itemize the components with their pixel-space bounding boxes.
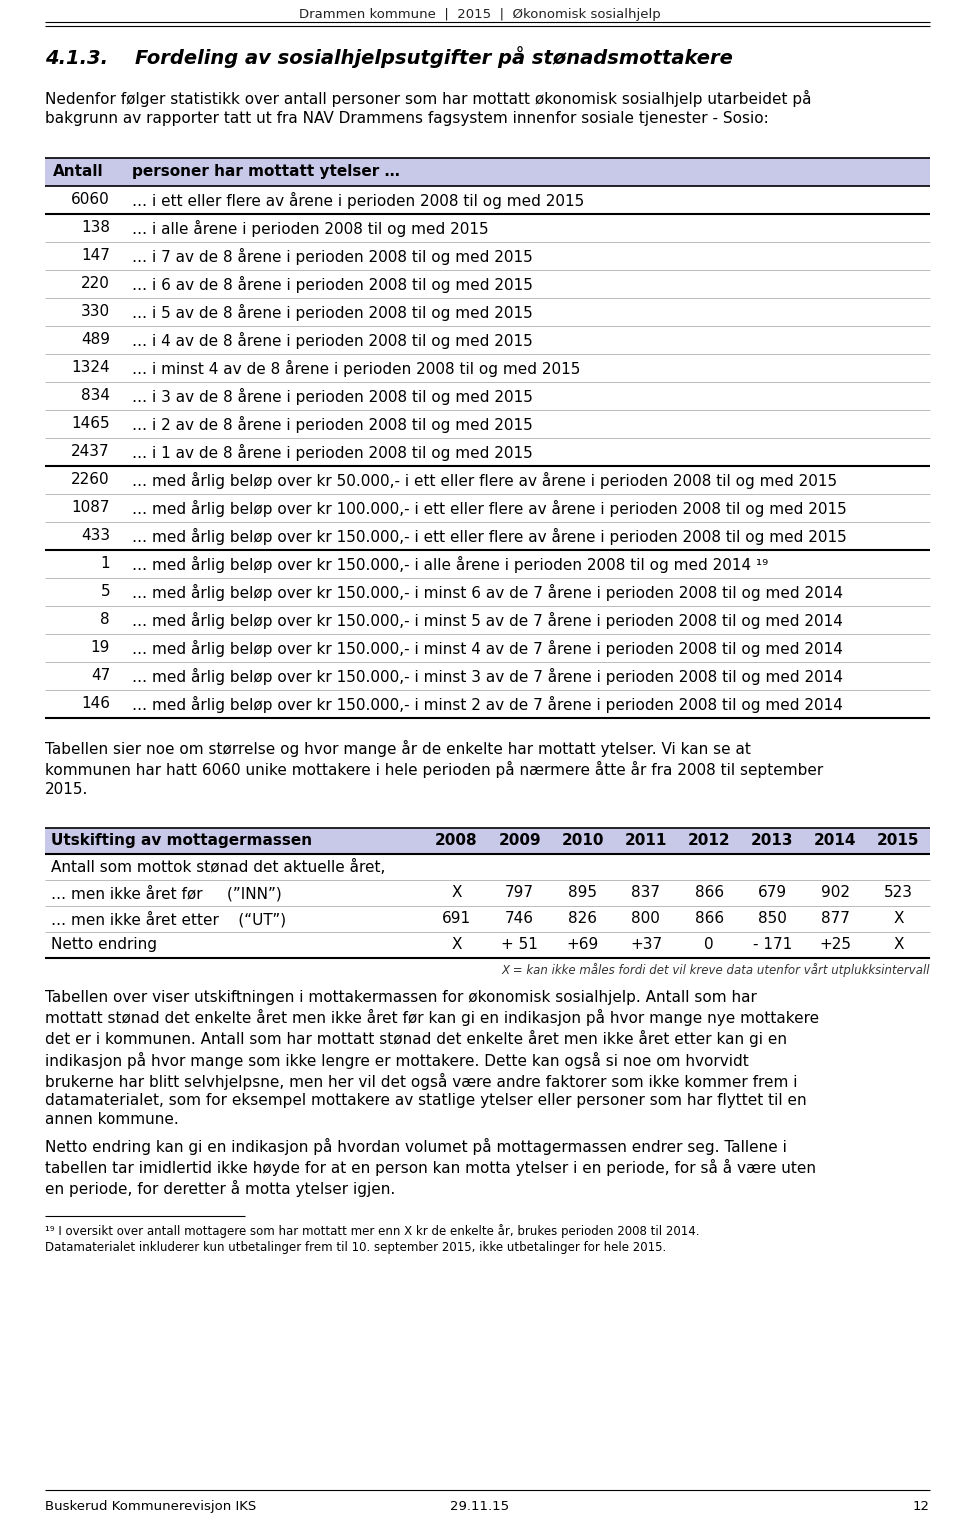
Text: … med årlig beløp over kr 150.000,- i minst 6 av de 7 årene i perioden 2008 til : … med årlig beløp over kr 150.000,- i mi… <box>132 584 843 600</box>
Text: personer har mottatt ytelser …: personer har mottatt ytelser … <box>132 164 400 179</box>
Text: … men ikke året etter    (“UT”): … men ikke året etter (“UT”) <box>51 910 286 927</box>
Text: … i 1 av de 8 årene i perioden 2008 til og med 2015: … i 1 av de 8 årene i perioden 2008 til … <box>132 444 533 461</box>
Text: X: X <box>451 885 462 900</box>
Text: … i minst 4 av de 8 årene i perioden 2008 til og med 2015: … i minst 4 av de 8 årene i perioden 200… <box>132 360 581 377</box>
Text: 8: 8 <box>101 613 110 626</box>
Text: 2437: 2437 <box>71 444 110 459</box>
Text: … i 4 av de 8 årene i perioden 2008 til og med 2015: … i 4 av de 8 årene i perioden 2008 til … <box>132 331 533 350</box>
Text: 6060: 6060 <box>71 192 110 207</box>
Text: … i 2 av de 8 årene i perioden 2008 til og med 2015: … i 2 av de 8 årene i perioden 2008 til … <box>132 416 533 433</box>
Text: … med årlig beløp over kr 50.000,- i ett eller flere av årene i perioden 2008 ti: … med årlig beløp over kr 50.000,- i ett… <box>132 473 837 489</box>
Text: … med årlig beløp over kr 150.000,- i alle årene i perioden 2008 til og med 2014: … med årlig beløp over kr 150.000,- i al… <box>132 556 768 573</box>
Text: 850: 850 <box>757 910 786 926</box>
Text: X: X <box>893 936 903 952</box>
Text: 146: 146 <box>81 696 110 711</box>
Text: 1324: 1324 <box>71 360 110 375</box>
Text: 4.1.3.    Fordeling av sosialhjelpsutgifter på stønadsmottakere: 4.1.3. Fordeling av sosialhjelpsutgifter… <box>45 46 732 68</box>
Text: 834: 834 <box>81 388 110 403</box>
Text: … i 7 av de 8 årene i perioden 2008 til og med 2015: … i 7 av de 8 årene i perioden 2008 til … <box>132 248 533 264</box>
Text: 2009: 2009 <box>498 833 541 848</box>
Text: 2012: 2012 <box>687 833 731 848</box>
Text: 877: 877 <box>821 910 850 926</box>
Text: 895: 895 <box>568 885 597 900</box>
Text: 826: 826 <box>568 910 597 926</box>
Text: 902: 902 <box>821 885 850 900</box>
Text: 2008: 2008 <box>435 833 478 848</box>
Text: 691: 691 <box>442 910 471 926</box>
Text: 2011: 2011 <box>625 833 667 848</box>
Text: … i 6 av de 8 årene i perioden 2008 til og med 2015: … i 6 av de 8 årene i perioden 2008 til … <box>132 277 533 293</box>
Text: 679: 679 <box>757 885 787 900</box>
Text: 433: 433 <box>81 527 110 543</box>
Text: Antall: Antall <box>53 164 104 179</box>
Bar <box>45 158 930 185</box>
Text: 2010: 2010 <box>562 833 604 848</box>
Text: … med årlig beløp over kr 150.000,- i minst 3 av de 7 årene i perioden 2008 til : … med årlig beløp over kr 150.000,- i mi… <box>132 667 843 686</box>
Text: 746: 746 <box>505 910 534 926</box>
Text: … med årlig beløp over kr 150.000,- i minst 4 av de 7 årene i perioden 2008 til : … med årlig beløp over kr 150.000,- i mi… <box>132 640 843 657</box>
Text: 5: 5 <box>101 584 110 599</box>
Text: … i 5 av de 8 årene i perioden 2008 til og med 2015: … i 5 av de 8 årene i perioden 2008 til … <box>132 304 533 321</box>
Text: 797: 797 <box>505 885 534 900</box>
Text: 1465: 1465 <box>71 416 110 432</box>
Text: Tabellen over viser utskiftningen i mottakermassen for økonomisk sosialhjelp. An: Tabellen over viser utskiftningen i mott… <box>45 990 819 1128</box>
Text: … i ett eller flere av årene i perioden 2008 til og med 2015: … i ett eller flere av årene i perioden … <box>132 192 585 210</box>
Text: … i 3 av de 8 årene i perioden 2008 til og med 2015: … i 3 av de 8 årene i perioden 2008 til … <box>132 388 533 404</box>
Text: + 51: + 51 <box>501 936 539 952</box>
Text: … men ikke året før     (”INN”): … men ikke året før (”INN”) <box>51 885 281 901</box>
Text: 837: 837 <box>632 885 660 900</box>
Text: … med årlig beløp over kr 100.000,- i ett eller flere av årene i perioden 2008 t: … med årlig beløp over kr 100.000,- i et… <box>132 500 847 517</box>
Text: 1087: 1087 <box>71 500 110 515</box>
Text: Netto endring kan gi en indikasjon på hvordan volumet på mottagermassen endrer s: Netto endring kan gi en indikasjon på hv… <box>45 1138 816 1198</box>
Text: +37: +37 <box>630 936 662 952</box>
Text: 147: 147 <box>82 248 110 263</box>
Text: 866: 866 <box>694 910 724 926</box>
Text: Antall som mottok stønad det aktuelle året,: Antall som mottok stønad det aktuelle år… <box>51 859 385 876</box>
Text: … med årlig beløp over kr 150.000,- i minst 2 av de 7 årene i perioden 2008 til : … med årlig beløp over kr 150.000,- i mi… <box>132 696 843 713</box>
Text: Drammen kommune  |  2015  |  Økonomisk sosialhjelp: Drammen kommune | 2015 | Økonomisk sosia… <box>300 8 660 21</box>
Text: … i alle årene i perioden 2008 til og med 2015: … i alle årene i perioden 2008 til og me… <box>132 220 489 237</box>
Text: Nedenfor følger statistikk over antall personer som har mottatt økonomisk sosial: Nedenfor følger statistikk over antall p… <box>45 90 811 126</box>
Text: 523: 523 <box>884 885 913 900</box>
Text: Netto endring: Netto endring <box>51 936 157 952</box>
Text: Utskifting av mottagermassen: Utskifting av mottagermassen <box>51 833 312 848</box>
Text: 0: 0 <box>705 936 714 952</box>
Text: 2014: 2014 <box>814 833 856 848</box>
Text: 489: 489 <box>81 331 110 347</box>
Text: 220: 220 <box>82 277 110 290</box>
Text: 866: 866 <box>694 885 724 900</box>
Text: 2260: 2260 <box>71 473 110 486</box>
Text: … med årlig beløp over kr 150.000,- i ett eller flere av årene i perioden 2008 t: … med årlig beløp over kr 150.000,- i et… <box>132 527 847 546</box>
Text: 2013: 2013 <box>751 833 793 848</box>
Text: 1: 1 <box>101 556 110 572</box>
Text: … med årlig beløp over kr 150.000,- i minst 5 av de 7 årene i perioden 2008 til : … med årlig beløp over kr 150.000,- i mi… <box>132 613 843 629</box>
Text: 29.11.15: 29.11.15 <box>450 1500 510 1512</box>
Text: 19: 19 <box>90 640 110 655</box>
Text: X: X <box>893 910 903 926</box>
Text: +25: +25 <box>819 936 852 952</box>
Text: 12: 12 <box>913 1500 930 1512</box>
Text: ¹⁹ I oversikt over antall mottagere som har mottatt mer enn X kr de enkelte år, : ¹⁹ I oversikt over antall mottagere som … <box>45 1224 700 1254</box>
Text: +69: +69 <box>566 936 599 952</box>
Text: 330: 330 <box>81 304 110 319</box>
Text: Tabellen sier noe om størrelse og hvor mange år de enkelte har mottatt ytelser. : Tabellen sier noe om størrelse og hvor m… <box>45 740 824 796</box>
Bar <box>45 828 930 854</box>
Text: Buskerud Kommunerevisjon IKS: Buskerud Kommunerevisjon IKS <box>45 1500 256 1512</box>
Text: - 171: - 171 <box>753 936 792 952</box>
Text: 2015: 2015 <box>877 833 920 848</box>
Text: 800: 800 <box>632 910 660 926</box>
Text: X = kan ikke måles fordi det vil kreve data utenfor vårt utplukksintervall: X = kan ikke måles fordi det vil kreve d… <box>501 964 930 977</box>
Text: X: X <box>451 936 462 952</box>
Text: 138: 138 <box>81 220 110 236</box>
Text: 47: 47 <box>91 667 110 682</box>
